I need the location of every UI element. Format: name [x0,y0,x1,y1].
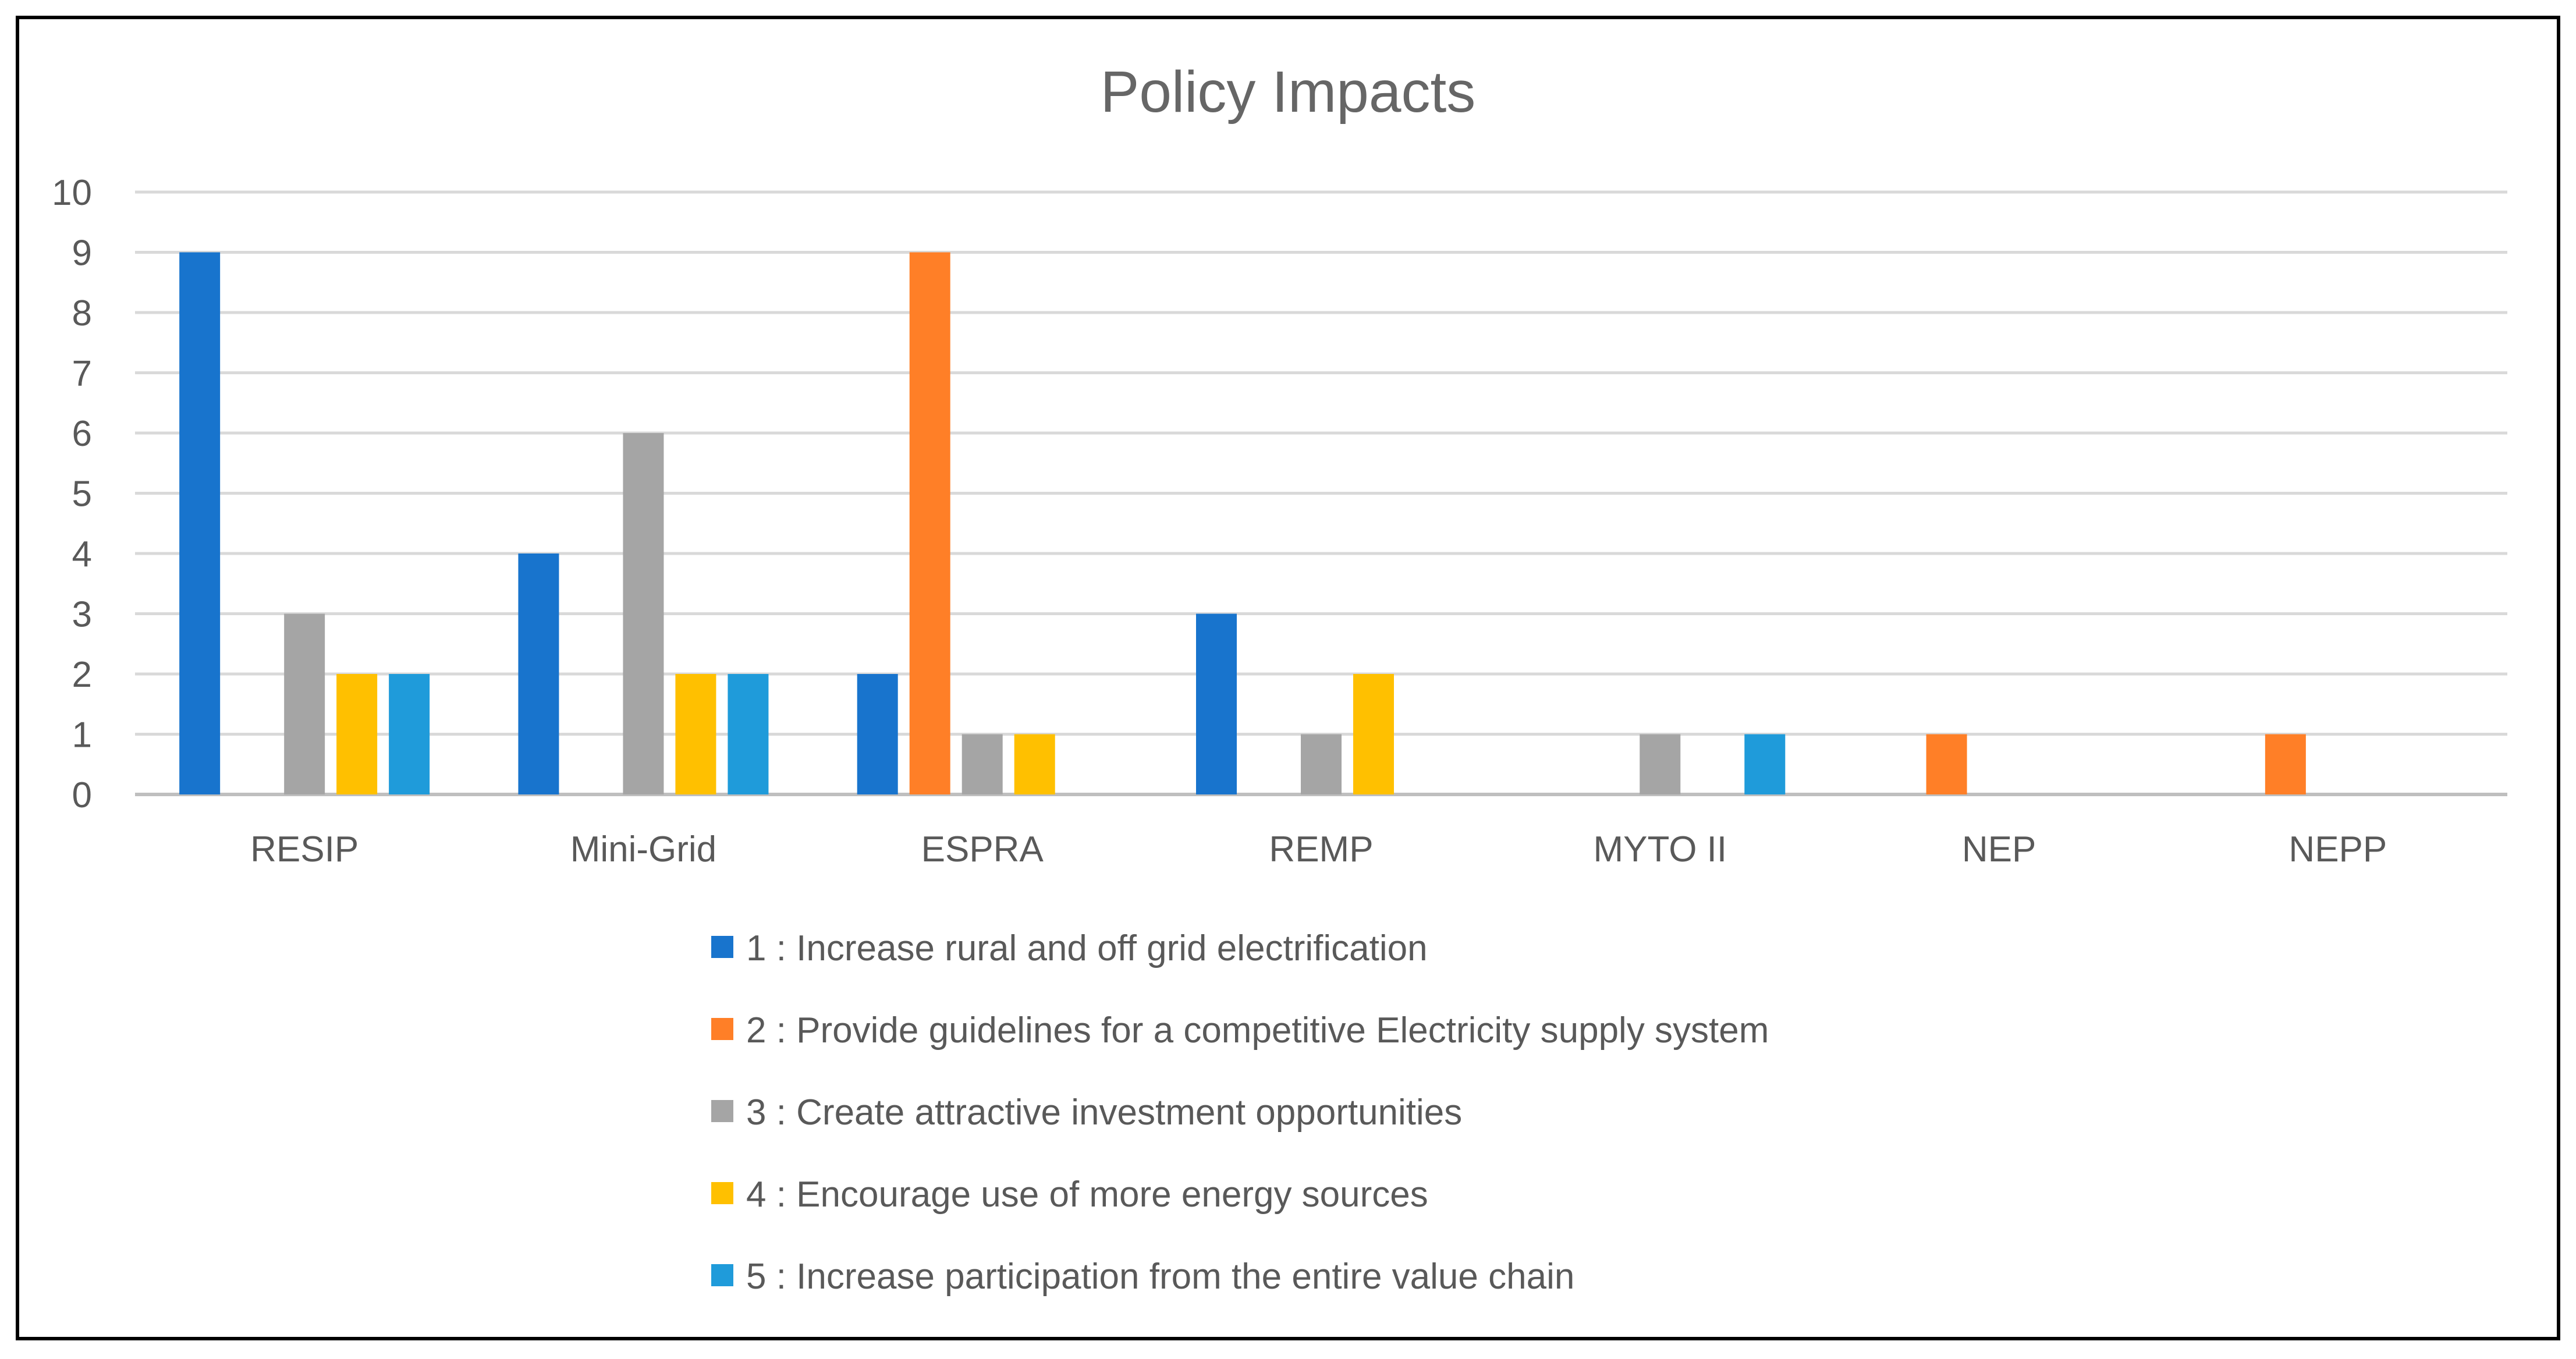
bar [2265,734,2306,794]
bar [1301,734,1342,794]
bar [1744,734,1786,794]
legend-label: 5 : Increase participation from the enti… [746,1257,1574,1297]
legend-swatch [711,936,733,958]
legend-label: 4 : Encourage use of more energy sources [746,1175,1428,1215]
bar [1196,613,1237,794]
bar [1640,734,1681,794]
legend-label: 2 : Provide guidelines for a competitive… [746,1010,1769,1051]
y-tick-label: 10 [52,173,92,213]
legend-item: 1 : Increase rural and off grid electrif… [711,928,1428,968]
x-tick-label: NEPP [2288,829,2387,870]
legend-swatch [711,1100,733,1122]
bars [179,252,2306,794]
legend-swatch [711,1018,733,1040]
legend-item: 3 : Create attractive investment opportu… [711,1092,1462,1133]
x-tick-label: MYTO II [1593,829,1727,870]
x-tick-label: ESPRA [921,829,1044,870]
y-axis-ticks: 0 1 2 3 4 5 6 7 8 9 10 [52,173,92,815]
legend-item: 4 : Encourage use of more energy sources [711,1175,1428,1215]
bar [518,553,559,794]
x-tick-label: REMP [1269,829,1373,870]
y-tick-label: 9 [72,233,92,274]
y-tick-label: 6 [72,414,92,454]
bar [675,674,716,794]
legend-label: 1 : Increase rural and off grid electrif… [746,928,1428,968]
legend-item: 5 : Increase participation from the enti… [711,1257,1574,1297]
legend: 1 : Increase rural and off grid electrif… [711,928,1769,1297]
x-tick-label: NEP [1962,829,2036,870]
chart-frame [16,16,2560,1340]
bar [961,734,1003,794]
legend-label: 3 : Create attractive investment opportu… [746,1092,1462,1133]
bar [909,252,950,794]
legend-swatch [711,1182,733,1204]
bar [389,674,430,794]
bar [1926,734,1967,794]
bar [284,613,325,794]
bar [1353,674,1394,794]
bar [336,674,378,794]
x-tick-label: Mini-Grid [570,829,716,870]
bar [623,433,664,794]
y-tick-label: 4 [72,534,92,574]
y-tick-label: 7 [72,354,92,394]
y-tick-label: 2 [72,655,92,695]
legend-item: 2 : Provide guidelines for a competitive… [711,1010,1769,1051]
y-tick-label: 0 [72,775,92,815]
bar [1014,734,1055,794]
y-tick-label: 5 [72,474,92,514]
y-tick-label: 8 [72,293,92,333]
bar [179,252,221,794]
x-axis-ticks: RESIP Mini-Grid ESPRA REMP MYTO II NEP NEPP [250,829,2387,870]
bar [857,674,898,794]
bar [728,674,769,794]
y-tick-label: 3 [72,595,92,635]
x-tick-label: RESIP [250,829,359,870]
legend-swatch [711,1264,733,1286]
y-tick-label: 1 [72,715,92,755]
chart-title: Policy Impacts [1101,59,1476,125]
